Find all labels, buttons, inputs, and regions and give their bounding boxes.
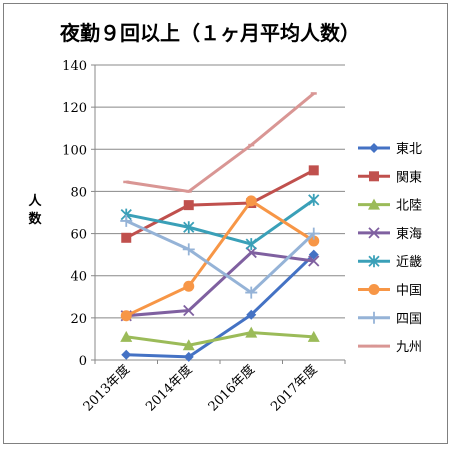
data-point bbox=[245, 326, 258, 338]
data-point bbox=[369, 143, 379, 153]
series-九州 bbox=[123, 92, 317, 193]
series-東海 bbox=[120, 246, 320, 322]
y-tick-label: 80 bbox=[70, 185, 87, 200]
data-point bbox=[183, 221, 195, 234]
data-point bbox=[307, 227, 320, 240]
x-tick-label: 2014年度 bbox=[142, 362, 195, 415]
y-axis-label: 人数 bbox=[28, 193, 42, 227]
y-axis-label-char: 数 bbox=[28, 211, 42, 227]
legend-item: 東海 bbox=[358, 226, 422, 242]
series-line bbox=[125, 199, 315, 318]
x-tick-label: 2013年度 bbox=[80, 362, 133, 415]
data-point bbox=[368, 284, 380, 295]
legend-item: 東北 bbox=[358, 141, 422, 157]
data-point bbox=[245, 195, 257, 207]
data-point bbox=[308, 165, 319, 176]
data-point bbox=[120, 310, 132, 322]
data-point bbox=[368, 198, 380, 210]
data-point bbox=[308, 255, 320, 267]
data-point bbox=[120, 330, 133, 342]
gridlines bbox=[95, 64, 345, 319]
y-tick-label: 60 bbox=[70, 228, 87, 243]
data-point bbox=[182, 243, 195, 256]
series-line bbox=[126, 92, 315, 193]
legend-label: 九州 bbox=[396, 340, 422, 355]
y-axis-ticks: 0 20 40 60 80 100 120 140 bbox=[62, 59, 95, 369]
data-point bbox=[369, 171, 379, 182]
data-point bbox=[307, 330, 320, 342]
data-point bbox=[183, 304, 195, 317]
x-axis-ticks: 2013年度 2014年度 2016年度 2017年度 bbox=[80, 360, 346, 415]
data-point bbox=[183, 200, 194, 211]
legend-label: 東北 bbox=[396, 141, 422, 157]
data-point bbox=[121, 232, 132, 243]
series-line bbox=[126, 253, 315, 359]
data-point bbox=[245, 238, 257, 251]
legend-item: 関東 bbox=[358, 169, 422, 185]
x-tick-label: 2016年度 bbox=[205, 362, 258, 415]
data-point bbox=[246, 309, 257, 320]
legend-label: 中国 bbox=[396, 284, 422, 299]
y-tick-label: 40 bbox=[70, 270, 87, 285]
chart-title: 夜勤９回以上（１ヶ月平均人数） bbox=[59, 21, 360, 45]
series-中国 bbox=[120, 195, 320, 322]
y-tick-label: 0 bbox=[79, 354, 87, 369]
legend-label: 北陸 bbox=[396, 198, 422, 214]
legend-item: 近畿 bbox=[358, 255, 422, 270]
data-point bbox=[368, 311, 380, 324]
legend-label: 関東 bbox=[396, 169, 422, 185]
chart-frame bbox=[3, 3, 448, 444]
y-tick-label: 120 bbox=[62, 101, 87, 116]
legend-label: 近畿 bbox=[396, 255, 422, 270]
data-point bbox=[245, 286, 258, 299]
x-tick-label: 2017年度 bbox=[267, 362, 320, 415]
data-point bbox=[183, 351, 194, 362]
legend-item: 中国 bbox=[358, 284, 422, 299]
series-四国 bbox=[120, 214, 320, 299]
data-point bbox=[120, 214, 133, 227]
data-point bbox=[368, 255, 380, 268]
data-point bbox=[308, 249, 319, 260]
y-tick-label: 100 bbox=[62, 143, 87, 158]
legend-label: 東海 bbox=[396, 226, 422, 242]
series-line bbox=[126, 331, 314, 347]
legend-label: 四国 bbox=[396, 312, 422, 327]
data-point bbox=[368, 227, 380, 239]
series-line bbox=[125, 219, 315, 295]
series-line bbox=[125, 169, 315, 240]
series-line bbox=[126, 251, 314, 318]
data-point bbox=[308, 193, 320, 206]
series-東北 bbox=[121, 249, 319, 362]
data-point bbox=[182, 339, 195, 351]
legend-item: 九州 bbox=[358, 340, 422, 355]
legend-item: 北陸 bbox=[358, 198, 422, 214]
data-point bbox=[121, 349, 132, 360]
data-point bbox=[183, 280, 195, 292]
y-axis-label-char: 人 bbox=[28, 193, 42, 209]
legend-item: 四国 bbox=[358, 312, 422, 327]
series-北陸 bbox=[120, 326, 320, 351]
y-tick-label: 140 bbox=[62, 59, 87, 74]
y-tick-label: 20 bbox=[70, 312, 87, 327]
data-point bbox=[245, 246, 257, 259]
series-group bbox=[120, 92, 320, 362]
